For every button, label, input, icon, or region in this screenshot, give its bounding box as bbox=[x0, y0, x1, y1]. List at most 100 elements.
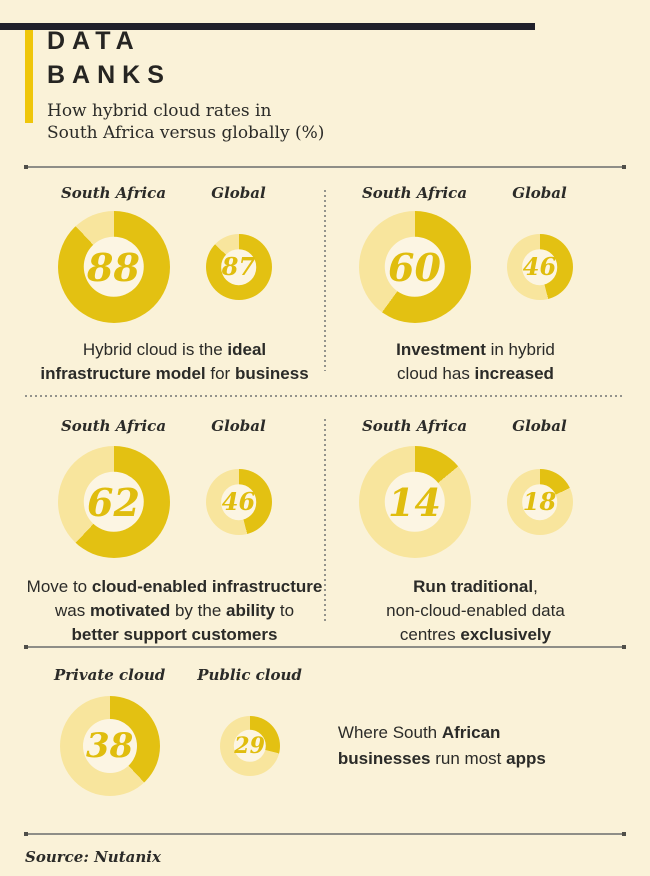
caption-bold-text: Run traditional bbox=[413, 577, 534, 596]
chart-label: Global bbox=[512, 417, 567, 435]
donut-hole: 14 bbox=[384, 471, 445, 533]
donut-value: 87 bbox=[221, 252, 256, 282]
donut-box: 29 bbox=[219, 690, 280, 802]
donut-hole: 88 bbox=[83, 236, 144, 298]
chart-unit: Global 46 bbox=[506, 184, 573, 328]
donut-chart: 14 bbox=[358, 446, 471, 558]
caption-bold-text: ideal bbox=[227, 340, 267, 359]
chart-label: Private cloud bbox=[54, 666, 166, 684]
caption-bold-text: Investment bbox=[396, 340, 486, 359]
page-title-line1: DATA bbox=[47, 27, 141, 55]
donut-hole: 87 bbox=[220, 249, 257, 285]
donut-chart: 88 bbox=[57, 211, 170, 323]
caption-text: to bbox=[279, 601, 295, 620]
panel-investment: South Africa 60 Global 46 Investment in hybr… bbox=[326, 168, 625, 395]
panel-caption: Move to cloud-enabled infrastructure was… bbox=[27, 575, 323, 647]
donut-box: 38 bbox=[59, 690, 160, 802]
donut-box: 46 bbox=[205, 439, 272, 565]
chart-unit: South Africa 60 bbox=[358, 184, 471, 328]
donut-box: 14 bbox=[358, 439, 471, 565]
subtitle-line1: How hybrid cloud rates in bbox=[47, 101, 272, 121]
chart-label: South Africa bbox=[60, 184, 167, 202]
donut-chart: 38 bbox=[59, 696, 160, 796]
donut-box: 88 bbox=[57, 206, 170, 328]
donut-hole: 38 bbox=[82, 719, 137, 773]
subtitle-line2: South Africa versus globally (%) bbox=[47, 123, 325, 143]
chart-label: South Africa bbox=[60, 417, 167, 435]
caption-text: was bbox=[54, 601, 86, 620]
donut-box: 46 bbox=[506, 206, 573, 328]
caption-bold-text: motivated bbox=[89, 601, 171, 620]
chart-label: South Africa bbox=[361, 417, 468, 435]
donut-pair: South Africa 60 Global 46 bbox=[358, 184, 573, 328]
donut-hole: 46 bbox=[220, 484, 257, 520]
donut-value: 18 bbox=[522, 487, 557, 517]
donut-chart: 46 bbox=[205, 469, 272, 535]
panel-caption: Run traditional, non-cloud-enabled data … bbox=[386, 575, 565, 647]
chart-label: Public cloud bbox=[197, 666, 302, 684]
caption-text: Where South bbox=[337, 723, 442, 742]
caption-bold-text: better support customers bbox=[71, 625, 278, 644]
bottom-caption: Where South African businesses run most … bbox=[338, 720, 546, 772]
chart-unit: South Africa 88 bbox=[57, 184, 170, 328]
donut-value: 62 bbox=[87, 479, 140, 525]
chart-unit: Global 87 bbox=[205, 184, 272, 328]
donut-hole: 29 bbox=[233, 729, 266, 763]
caption-bold-text: ability bbox=[226, 601, 276, 620]
page-subtitle: How hybrid cloud rates in South Africa v… bbox=[47, 100, 324, 144]
source-credit: Source: Nutanix bbox=[25, 848, 161, 866]
caption-text: in hybrid cloud has bbox=[397, 340, 555, 383]
donut-value: 46 bbox=[522, 252, 557, 282]
chart-label: Global bbox=[211, 417, 266, 435]
chart-label: Global bbox=[211, 184, 266, 202]
caption-text: run most bbox=[430, 749, 507, 768]
caption-bold-text: business bbox=[234, 364, 309, 383]
chart-unit: Global 18 bbox=[506, 417, 573, 565]
panel-move-motivation: South Africa 62 Global 46 Move to cloud-enab… bbox=[25, 397, 324, 646]
chart-unit: Private cloud 38 bbox=[54, 648, 165, 802]
donut-chart: 62 bbox=[57, 446, 170, 558]
chart-unit: South Africa 14 bbox=[358, 417, 471, 565]
caption-bold-text: businesses bbox=[337, 749, 431, 768]
chart-label: Global bbox=[512, 184, 567, 202]
divider-dashed-horizontal bbox=[25, 395, 625, 397]
chart-label: South Africa bbox=[361, 184, 468, 202]
caption-bold-text: apps bbox=[506, 749, 546, 768]
caption-text: , non-cloud-enabled data centres bbox=[386, 577, 565, 644]
header: DATA BANKS How hybrid cloud rates in Sou… bbox=[25, 23, 625, 144]
divider-header bbox=[24, 165, 626, 169]
chart-unit: South Africa 62 bbox=[57, 417, 170, 565]
divider-vertical-dashed bbox=[324, 190, 326, 371]
page-title-line2: BANKS bbox=[47, 61, 171, 89]
caption-bold-text: increased bbox=[474, 364, 554, 383]
donut-pair: South Africa 14 Global 18 bbox=[358, 417, 573, 565]
donut-box: 62 bbox=[57, 439, 170, 565]
donut-value: 46 bbox=[221, 487, 256, 517]
chart-row-1: South Africa 88 Global 87 Hybrid cloud is th… bbox=[0, 168, 650, 395]
caption-text: Hybrid cloud is the bbox=[82, 340, 228, 359]
donut-hole: 60 bbox=[384, 236, 445, 298]
donut-value: 38 bbox=[85, 726, 134, 766]
donut-chart: 18 bbox=[506, 469, 573, 535]
chart-row-2: South Africa 62 Global 46 Move to cloud-enab… bbox=[0, 397, 650, 646]
top-dark-bar bbox=[0, 23, 535, 30]
donut-chart: 60 bbox=[358, 211, 471, 323]
panel-caption: Hybrid cloud is the ideal infrastructure… bbox=[40, 338, 308, 386]
chart-unit: Global 46 bbox=[205, 417, 272, 565]
donut-box: 87 bbox=[205, 206, 272, 328]
caption-text: Move to bbox=[26, 577, 92, 596]
donut-box: 60 bbox=[358, 206, 471, 328]
divider-vertical-dashed bbox=[324, 419, 326, 622]
divider-mid bbox=[24, 645, 626, 649]
donut-chart: 46 bbox=[506, 234, 573, 300]
donut-chart: 29 bbox=[219, 716, 280, 776]
caption-bold-text: infrastructure model bbox=[40, 364, 206, 383]
title-block: DATA BANKS How hybrid cloud rates in Sou… bbox=[47, 23, 324, 144]
donut-value: 88 bbox=[87, 244, 140, 290]
panel-ideal-model: South Africa 88 Global 87 Hybrid cloud is th… bbox=[25, 168, 324, 395]
donut-chart: 87 bbox=[205, 234, 272, 300]
donut-hole: 62 bbox=[83, 471, 144, 533]
donut-value: 29 bbox=[234, 732, 265, 759]
panel-caption: Investment in hybrid cloud has increased bbox=[396, 338, 555, 386]
donut-hole: 18 bbox=[521, 484, 558, 520]
